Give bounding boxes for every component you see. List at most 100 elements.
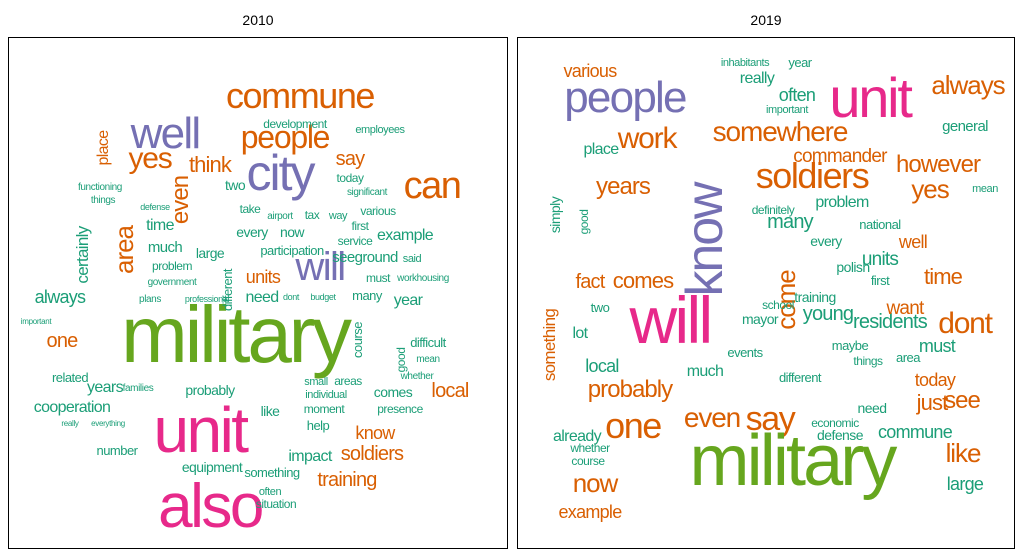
word: dont [283,292,300,302]
word: like [261,403,281,419]
word: moment [304,402,346,416]
word: commune [226,75,374,116]
word: plans [139,294,161,305]
word: know [355,423,396,443]
word: year [788,55,812,70]
word: equipment [182,459,243,475]
word: development [263,117,328,131]
word: help [307,418,330,433]
word: want [885,298,925,319]
word: economic [811,416,859,430]
word: place [583,141,619,158]
word: number [97,443,139,458]
word: seeground [332,249,398,266]
word: think [189,152,233,177]
word: will [294,245,344,289]
word: now [573,468,619,498]
word: inhabitants [721,57,770,69]
word: training [317,469,376,491]
word: area [109,224,139,273]
word: can [404,165,461,207]
word: whether [400,371,435,382]
word: comes [374,384,413,400]
word: year [394,292,424,309]
word: however [896,151,981,178]
word: service [338,234,373,248]
word: also [158,472,262,541]
word: like [946,438,981,468]
word: well [130,109,200,158]
word: one [47,330,79,352]
word: course [571,454,605,468]
word: people [564,73,686,122]
word: must [366,271,391,285]
word: need [858,400,887,416]
word: see [944,387,980,414]
word: two [591,300,610,315]
word: always [931,70,1005,100]
word: area [896,350,921,365]
word: individual [305,389,346,401]
word: yes [911,174,949,204]
word: much [148,239,183,256]
word: soldiers [341,443,404,465]
word: well [898,232,927,252]
word: said [403,253,422,265]
word: soldiers [756,155,869,196]
word: professional [185,294,230,304]
word: already [553,428,602,445]
word: local [431,380,468,402]
word: military [690,421,898,501]
word: units [246,267,281,287]
word: large [947,474,984,494]
word: need [245,289,278,306]
word: much [687,363,724,380]
word: good [577,210,591,235]
word: two [225,177,246,193]
word: whether [569,441,610,455]
word: things [853,354,883,368]
word: many [767,211,814,233]
word: unit [154,394,250,466]
word: say [336,148,366,170]
word: now [280,224,305,240]
word: many [352,288,383,303]
word: important [766,104,808,116]
word: different [779,370,822,385]
word: years [87,379,124,396]
word: place [95,130,112,166]
word: unit [829,66,913,129]
word: budget [310,292,336,302]
word: comes [613,268,674,293]
word: general [942,118,988,135]
word: probably [588,376,673,403]
word: commune [878,422,953,442]
word: mean [972,183,998,195]
word: airport [267,211,293,222]
word: areas [334,374,362,388]
word: school [762,298,794,312]
word: years [596,173,651,200]
word: military [121,290,352,379]
word: every [810,233,842,249]
word: related [52,370,88,385]
word: work [617,122,679,155]
word: small [304,376,327,388]
word: must [919,336,956,356]
word: yes [128,142,171,175]
word: come [771,270,801,330]
word: every [236,224,268,240]
word: something [540,309,559,382]
word: really [61,419,79,428]
word: defense [817,427,864,443]
word: maybe [832,338,869,353]
word: workhousing [396,273,449,284]
word: dont [938,307,993,340]
word: today [915,370,956,390]
word: often [259,486,282,498]
word: certainly [73,225,92,283]
word: national [859,217,901,232]
word: definitely [752,203,795,217]
word: commander [793,146,888,167]
word: events [727,345,763,360]
